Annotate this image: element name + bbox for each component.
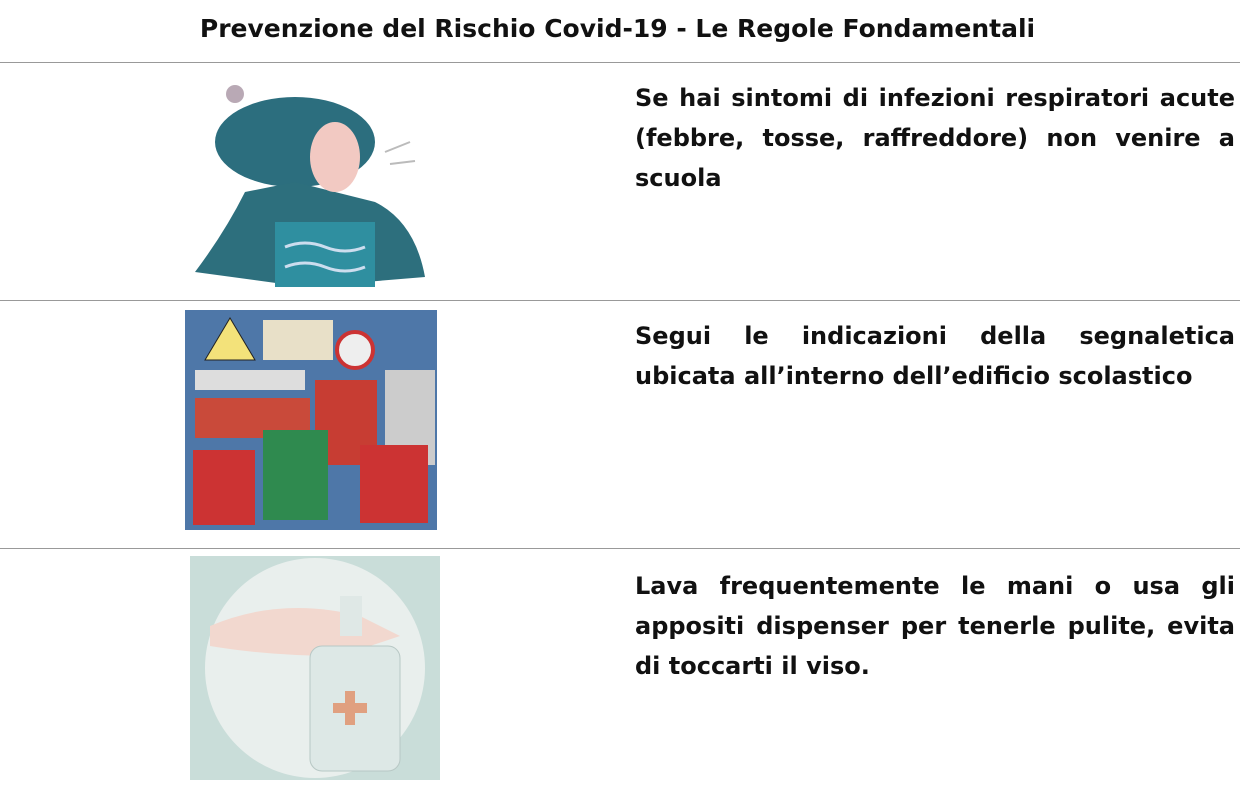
divider xyxy=(0,548,1240,549)
divider xyxy=(0,300,1240,301)
rule-text: Segui le indicazioni della segnaletica u… xyxy=(635,322,1235,390)
sneeze-illustration xyxy=(195,85,425,287)
title: Prevenzione del Rischio Covid-19 - Le Re… xyxy=(199,14,1036,43)
signage-illustration xyxy=(185,310,437,530)
rule-text: Lava frequentemente le mani o usa gli ap… xyxy=(635,572,1235,680)
handwash-illustration xyxy=(190,556,440,780)
divider xyxy=(0,62,1240,63)
rule-text: Se hai sintomi di infezioni respiratori … xyxy=(635,84,1235,192)
